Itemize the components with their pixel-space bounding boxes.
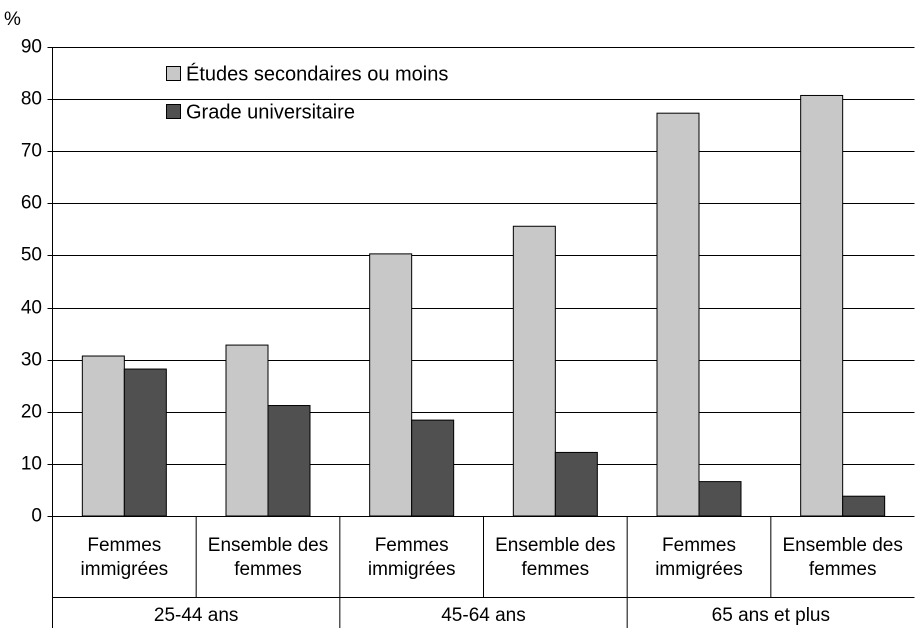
bar <box>512 225 556 517</box>
y-tick-label: 0 <box>31 506 42 527</box>
y-tick-label: 40 <box>21 298 42 319</box>
bar <box>800 94 844 517</box>
y-tick-label: 70 <box>21 141 42 162</box>
x-tick-label: femmes <box>809 559 877 580</box>
bar <box>656 112 700 517</box>
legend-label: Grade universitaire <box>186 101 355 123</box>
x-tick-label: femmes <box>234 559 302 580</box>
x-tick-label: Ensemble des <box>495 535 615 556</box>
group-label: 25-44 ans <box>154 605 239 626</box>
y-axis-label: % <box>4 9 21 30</box>
bar <box>411 419 455 517</box>
bar <box>123 368 167 517</box>
x-tick-label: Ensemble des <box>208 535 328 556</box>
legend-label: Études secondaires ou moins <box>186 62 448 85</box>
legend-swatch <box>166 66 181 81</box>
x-tick-label: femmes <box>522 559 590 580</box>
group-label: 45-64 ans <box>441 605 526 626</box>
legend-swatch <box>166 104 181 119</box>
group-label: 65 ans et plus <box>712 605 830 626</box>
y-tick-label: 90 <box>21 37 42 58</box>
y-tick-label: 20 <box>21 402 42 423</box>
x-tick-label: immigrées <box>81 559 169 580</box>
x-tick-label: Femmes <box>662 535 736 556</box>
y-tick-label: 30 <box>21 350 42 371</box>
x-tick-label: Ensemble des <box>782 535 902 556</box>
y-tick-label: 50 <box>21 245 42 266</box>
bar <box>842 495 886 517</box>
x-tick-label: immigrées <box>368 559 456 580</box>
y-tick-label: 80 <box>21 89 42 110</box>
x-tick-label: Femmes <box>375 535 449 556</box>
bar <box>698 481 742 517</box>
bar <box>81 355 125 517</box>
x-tick-label: immigrées <box>655 559 743 580</box>
x-tick-label: Femmes <box>87 535 161 556</box>
bar <box>554 451 598 517</box>
bar <box>267 405 311 517</box>
y-tick-label: 10 <box>21 454 42 475</box>
bar <box>225 344 269 517</box>
bar <box>369 253 413 517</box>
y-tick-label: 60 <box>21 193 42 214</box>
